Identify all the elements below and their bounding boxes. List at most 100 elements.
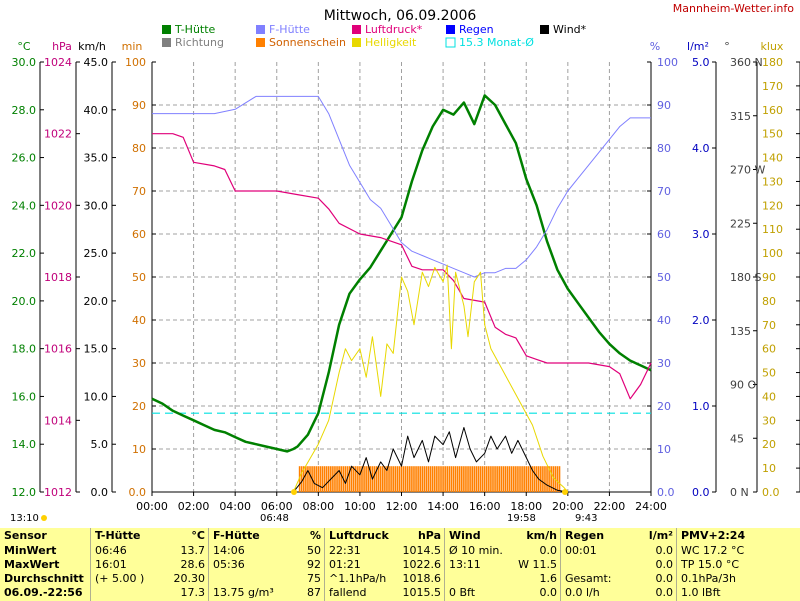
sunshine-bar bbox=[436, 466, 438, 492]
series-line-2 bbox=[152, 133, 652, 400]
temp-tick-label: 22.0 bbox=[12, 247, 37, 260]
sunshine-bar bbox=[384, 466, 386, 492]
sunshine-bar bbox=[381, 466, 384, 492]
sunshine-bar bbox=[398, 466, 401, 492]
sunshine-bar bbox=[392, 466, 394, 492]
table-cell-value: 0.0 bbox=[655, 544, 674, 557]
legend-swatch bbox=[352, 38, 361, 47]
sunshine-bar bbox=[300, 466, 303, 492]
table-row: 01:21 1022.6 bbox=[325, 558, 445, 572]
table-cell-label: 14:06 bbox=[213, 544, 245, 557]
sunshine-bar bbox=[465, 466, 467, 492]
rain-tick-label: 2.0 bbox=[692, 314, 710, 327]
sunshine-bar bbox=[411, 466, 413, 492]
sunshine-bar bbox=[352, 466, 355, 492]
table-row: 0 Bft 0.0 bbox=[445, 586, 561, 600]
table-header-unit: l/m² bbox=[648, 529, 673, 542]
humidity-tick-label: 30 bbox=[657, 357, 671, 370]
table-row: TP 15.0 °C bbox=[677, 558, 800, 572]
sun-marker-icon bbox=[41, 515, 47, 521]
sunshine-bar bbox=[369, 466, 372, 492]
sunshine-bar bbox=[336, 466, 338, 492]
marker-right-time: 9:43 bbox=[575, 513, 597, 524]
rain-tick-label: 1.0 bbox=[692, 400, 710, 413]
table-cell-label: TP 15.0 °C bbox=[681, 558, 740, 571]
table-cell-label: 06:46 bbox=[95, 544, 127, 557]
wind-tick-label: 45.0 bbox=[84, 56, 109, 69]
sunshine-bar bbox=[506, 466, 509, 492]
light-tick-label: 110 bbox=[762, 223, 783, 236]
light-tick-label: 100 bbox=[762, 247, 783, 260]
series-line-3 bbox=[292, 264, 569, 493]
legend-label: Wind* bbox=[553, 23, 587, 36]
table-row: Gesamt: 0.0 bbox=[561, 572, 677, 586]
temp-tick-label: 30.0 bbox=[12, 56, 37, 69]
sunshine-bar bbox=[454, 466, 457, 492]
sunshine-bar bbox=[367, 466, 370, 492]
sunshine-bar bbox=[323, 466, 326, 492]
light-tick-label: 40 bbox=[762, 390, 776, 403]
table-cell-label: 05:36 bbox=[213, 558, 245, 571]
light-tick-label: 140 bbox=[762, 152, 783, 165]
rain-tick-label: 0.0 bbox=[692, 486, 710, 499]
sunshine-bar bbox=[552, 466, 555, 492]
site-link[interactable]: Mannheim-Wetter.info bbox=[673, 2, 795, 15]
sunshine-tick-label: 90 bbox=[132, 99, 146, 112]
rain-tick-label: 3.0 bbox=[692, 228, 710, 241]
table-cell-value: 50 bbox=[307, 544, 321, 557]
sunshine-bar bbox=[357, 466, 359, 492]
legend-label: 15.3 Monat-Ø bbox=[459, 36, 534, 49]
table-cell-value: 13.7 bbox=[180, 544, 206, 557]
direction-tick-label: 360 N bbox=[730, 56, 763, 69]
sunshine-bar bbox=[363, 466, 365, 492]
light-tick-label: 180 bbox=[762, 56, 783, 69]
sunshine-bar bbox=[429, 466, 432, 492]
sunshine-tick-label: 20 bbox=[132, 400, 146, 413]
table-row: Ø 10 min. 0.0 bbox=[445, 544, 561, 558]
table-header: Sensor bbox=[0, 528, 90, 544]
sunshine-bar bbox=[413, 466, 415, 492]
light-tick-label: 70 bbox=[762, 319, 776, 332]
sunshine-bar bbox=[344, 466, 347, 492]
sunshine-bar bbox=[332, 466, 334, 492]
sunshine-bar bbox=[354, 466, 357, 492]
table-header: Regen l/m² bbox=[561, 528, 677, 544]
sunset-icon bbox=[562, 489, 568, 495]
sunshine-bar bbox=[377, 466, 380, 492]
direction-tick-label: 180 S bbox=[730, 271, 761, 284]
table-row: MinWert bbox=[0, 544, 90, 558]
light-tick-label: 0.0 bbox=[762, 486, 780, 499]
table-row: 22:31 1014.5 bbox=[325, 544, 445, 558]
sunshine-bar bbox=[450, 466, 453, 492]
humidity-tick-label: 10 bbox=[657, 443, 671, 456]
table-header-unit: hPa bbox=[417, 529, 441, 542]
light-tick-label: 130 bbox=[762, 175, 783, 188]
table-cell-label: ^1.1hPa/h bbox=[329, 572, 387, 585]
sunshine-bar bbox=[481, 466, 484, 492]
sunshine-bar bbox=[452, 466, 455, 492]
sunshine-bar bbox=[527, 466, 530, 492]
table-cell-value: W 11.5 bbox=[518, 558, 557, 571]
table-row: 0.0 l/h 0.0 bbox=[561, 586, 677, 600]
humidity-tick-label: 80 bbox=[657, 142, 671, 155]
legend-swatch bbox=[256, 25, 265, 34]
sunshine-bar bbox=[417, 466, 419, 492]
table-cell-value: 28.6 bbox=[180, 558, 206, 571]
sunshine-bar bbox=[523, 466, 525, 492]
direction-tick-label: 45 bbox=[730, 432, 744, 445]
table-column: F-Hütte% 14:06 50 05:36 92 75 13.75 g/m³ 87 bbox=[208, 528, 325, 601]
table-cell-label: 13:11 bbox=[449, 558, 481, 571]
table-header-unit: °C bbox=[191, 529, 205, 542]
weather-chart: Mittwoch, 06.09.2006 Mannheim-Wetter.inf… bbox=[10, 2, 800, 524]
legend-label: Richtung bbox=[175, 36, 224, 49]
sunshine-bar bbox=[431, 466, 434, 492]
table-cell-label: 1.0 lBft bbox=[681, 586, 721, 599]
axis-unit-labels: °C hPa km/h min% l/m² ° klux bbox=[17, 40, 784, 53]
x-tick-label: 08:00 bbox=[302, 500, 334, 513]
sunshine-bar bbox=[473, 466, 476, 492]
table-row: 06:46 13.7 bbox=[91, 544, 209, 558]
sunshine-bar bbox=[386, 466, 388, 492]
pressure-tick-label: 1018 bbox=[44, 271, 72, 284]
temp-tick-label: 26.0 bbox=[12, 152, 37, 165]
